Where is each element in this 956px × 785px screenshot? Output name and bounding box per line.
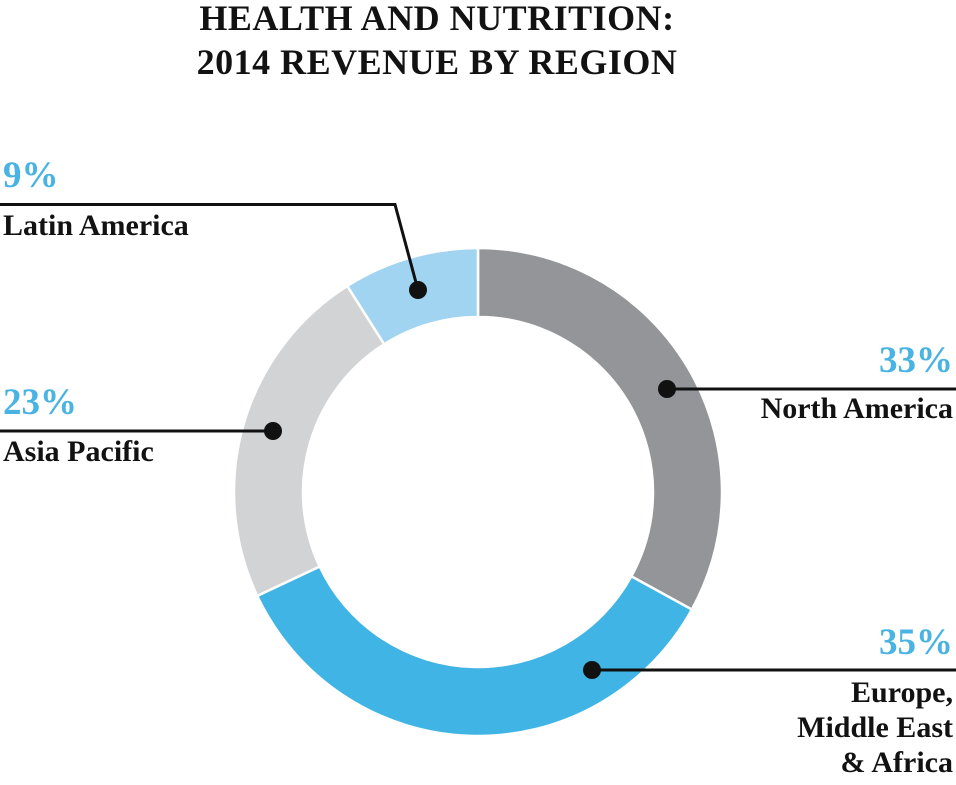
leader-line-latin-america bbox=[0, 203, 420, 291]
callout-latin-america-percent: 9% bbox=[3, 156, 59, 196]
leader-dot-asia-pacific bbox=[264, 422, 282, 440]
donut-ring bbox=[232, 246, 724, 738]
leader-dot-emea bbox=[583, 661, 601, 679]
callout-north-america-label: North America bbox=[761, 391, 953, 426]
leader-lines bbox=[0, 203, 956, 679]
asia-pacific-percent-value: 23% bbox=[3, 382, 77, 423]
leader-dot-north-america bbox=[658, 380, 676, 398]
emea-percent-value: 35% bbox=[879, 622, 953, 663]
donut-segment-asia-pacific bbox=[232, 284, 386, 598]
leader-dot-latin-america bbox=[409, 281, 427, 299]
north-america-percent-value: 33% bbox=[879, 340, 953, 381]
callout-north-america-percent: 33% bbox=[879, 341, 953, 381]
callout-emea-label: Europe, Middle East & Africa bbox=[797, 675, 953, 780]
chart-title: HEALTH AND NUTRITION: 2014 REVENUE BY RE… bbox=[0, 0, 874, 84]
callout-latin-america-label: Latin America bbox=[3, 208, 189, 243]
callout-emea-percent: 35% bbox=[879, 623, 953, 663]
callout-asia-pacific-percent: 23% bbox=[3, 383, 77, 423]
donut-segment-europe-middle-east-africa bbox=[255, 564, 694, 738]
asia-pacific-label: Asia Pacific bbox=[3, 435, 154, 468]
emea-label: Europe, Middle East & Africa bbox=[797, 676, 953, 779]
chart-title-line1: HEALTH AND NUTRITION: bbox=[199, 0, 675, 38]
latin-america-percent-value: 9% bbox=[3, 155, 59, 196]
callout-asia-pacific-label: Asia Pacific bbox=[3, 434, 154, 469]
donut-segment-north-america bbox=[476, 246, 724, 612]
north-america-label: North America bbox=[760, 392, 953, 425]
chart-title-line2: 2014 REVENUE BY REGION bbox=[196, 42, 678, 82]
latin-america-label: Latin America bbox=[3, 209, 189, 242]
